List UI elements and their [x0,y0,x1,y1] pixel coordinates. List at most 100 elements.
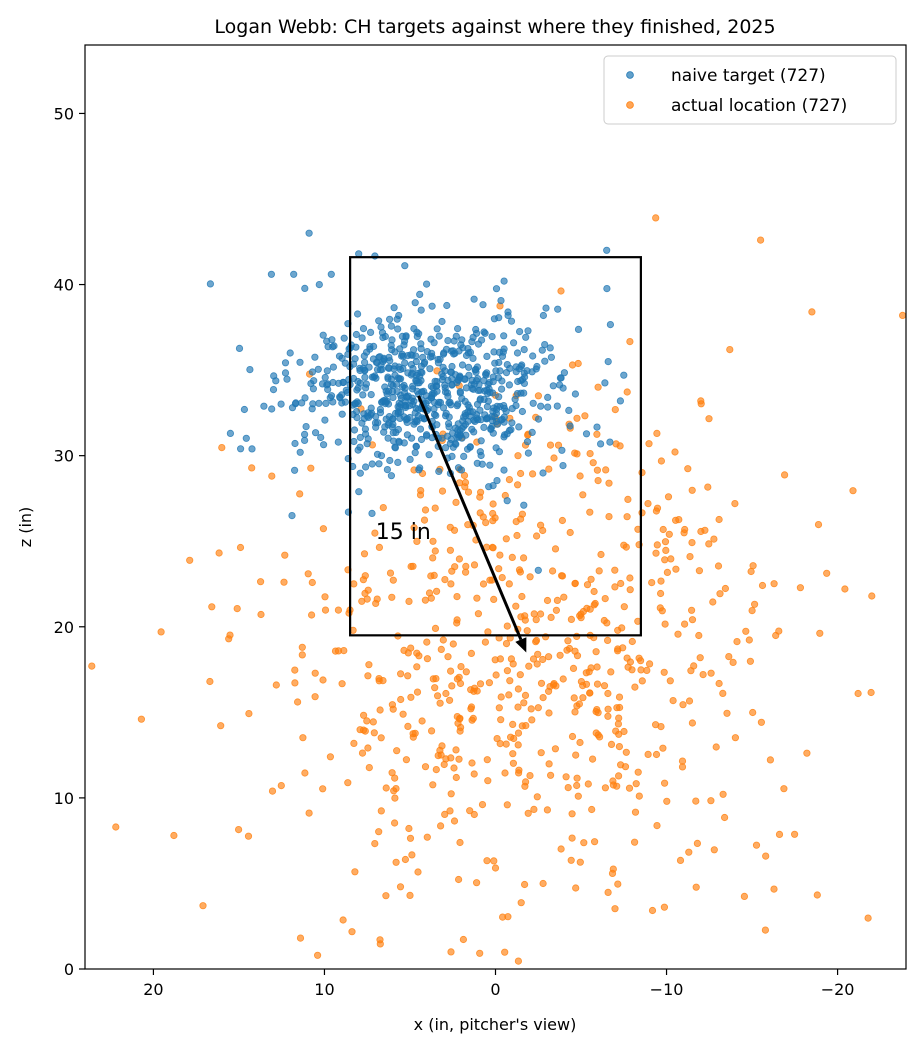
scatter-point-target [420,360,428,368]
scatter-point-target [240,405,248,414]
scatter-point-actual [376,706,384,714]
scatter-point-actual [462,668,470,676]
scatter-point-actual [505,691,513,699]
scatter-point-actual [423,655,431,663]
scatter-point-actual [379,503,387,512]
scatter-point-actual [568,732,577,741]
scatter-point-actual [616,761,625,769]
scatter-point-actual [436,699,444,707]
scatter-point-target [387,380,395,388]
scatter-point-actual [514,703,522,711]
scatter-point-actual [620,541,628,549]
scatter-point-actual [672,565,680,573]
scatter-point-actual [467,705,475,713]
scatter-point-actual [464,521,472,529]
scatter-point-target [260,402,268,410]
scatter-point-target [566,422,574,430]
scatter-point-actual [382,892,390,900]
scatter-point-actual [690,662,698,670]
scatter-point-actual [438,487,447,495]
scatter-point-actual [359,711,368,719]
scatter-point-actual [358,597,366,605]
scatter-point-actual [808,308,816,316]
scatter-point-actual [479,580,488,588]
scatter-point-target [395,363,403,371]
scatter-point-target [508,419,516,427]
scatter-point-actual [603,636,612,645]
scatter-point-target [444,336,452,345]
scatter-point-actual [616,442,624,450]
scatter-point-actual [686,552,694,561]
scatter-point-actual [473,594,481,602]
scatter-point-actual [545,760,553,768]
scatter-point-actual [365,763,373,772]
scatter-point-target [417,306,425,314]
scatter-point-actual [503,667,511,675]
scatter-point-actual [199,902,207,910]
scatter-point-target [350,426,359,434]
scatter-point-target [391,371,399,379]
scatter-point-actual [407,693,415,701]
scatter-point-actual [600,682,609,690]
scatter-point-actual [293,698,302,706]
scatter-point-actual [334,606,342,614]
scatter-point-target [606,438,614,446]
scatter-point-actual [663,568,672,577]
scatter-point-actual [579,491,587,499]
scatter-point-actual [638,509,646,517]
scatter-point-target [477,437,485,445]
scatter-point-actual [299,734,307,742]
scatter-point-target [422,280,431,288]
scatter-point-actual [509,720,517,729]
scatter-point-target [401,262,409,270]
scatter-point-target [472,410,481,419]
scatter-point-target [354,384,362,392]
scatter-point-actual [413,663,421,671]
scatter-point-actual [371,839,379,848]
scatter-point-actual [648,906,657,915]
scatter-point-actual [429,537,437,545]
scatter-point-actual [573,781,581,790]
scatter-point-actual [758,581,767,590]
scatter-point-target [423,347,431,356]
scatter-point-target [353,310,362,318]
scatter-point-target [383,465,391,474]
scatter-point-actual [405,597,413,606]
scatter-point-actual [421,506,430,514]
scatter-point-actual [841,585,849,593]
scatter-point-actual [423,638,431,646]
scatter-point-actual [565,644,574,653]
scatter-point-actual [729,658,737,667]
scatter-point-actual [733,637,741,646]
scatter-point-actual [659,744,667,752]
scatter-point-target [277,400,285,408]
scatter-point-target [456,389,464,397]
scatter-point-actual [414,868,422,876]
scatter-point-actual [594,383,602,391]
scatter-point-actual [533,660,541,668]
scatter-point-target [391,444,399,452]
scatter-point-target [356,469,364,477]
scatter-point-actual [489,517,497,525]
scatter-point-target [483,352,491,360]
scatter-point-target [435,467,443,475]
scatter-point-actual [573,774,581,782]
scatter-point-target [458,361,467,369]
scatter-point-actual [562,773,570,781]
scatter-point-target [500,332,508,340]
scatter-point-actual [436,822,445,830]
scatter-point-target [603,246,611,254]
scatter-point-actual [441,810,449,819]
scatter-point-actual [653,504,662,512]
scatter-point-actual [308,578,316,587]
scatter-point-actual [474,610,482,618]
scatter-point-actual [657,457,666,465]
scatter-point-actual [614,772,623,780]
scatter-point-actual [704,483,712,491]
scatter-point-actual [586,449,594,458]
scatter-point-actual [587,575,595,583]
scatter-point-actual [301,769,309,777]
scatter-point-actual [298,643,306,651]
scatter-point-actual [206,677,214,686]
scatter-point-actual [715,679,723,688]
